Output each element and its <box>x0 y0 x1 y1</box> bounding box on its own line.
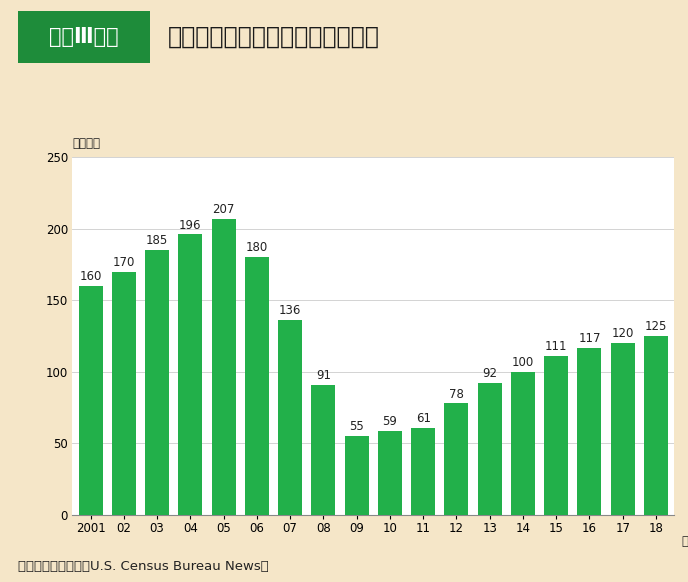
Text: 92: 92 <box>482 367 497 381</box>
Text: 資料Ⅲ－４: 資料Ⅲ－４ <box>49 27 119 47</box>
Text: 160: 160 <box>79 270 102 283</box>
Bar <box>544 356 568 515</box>
Bar <box>212 219 235 515</box>
Bar <box>444 403 469 515</box>
Bar <box>378 431 402 515</box>
Text: 61: 61 <box>416 412 431 425</box>
Text: 117: 117 <box>578 332 601 345</box>
Text: 米国における住宅着工戸数の推移: 米国における住宅着工戸数の推移 <box>168 25 380 49</box>
Text: 111: 111 <box>545 340 568 353</box>
Text: 180: 180 <box>246 242 268 254</box>
Bar <box>345 436 369 515</box>
Text: 78: 78 <box>449 388 464 400</box>
Bar <box>178 235 202 515</box>
Text: 170: 170 <box>113 256 135 269</box>
Bar <box>511 372 535 515</box>
FancyBboxPatch shape <box>18 11 150 63</box>
Text: （年）: （年） <box>681 534 688 548</box>
Bar <box>644 336 668 515</box>
Text: 196: 196 <box>179 219 202 232</box>
Bar <box>411 428 435 515</box>
Bar <box>577 347 601 515</box>
Text: 136: 136 <box>279 304 301 318</box>
Text: 185: 185 <box>146 235 168 247</box>
Text: 91: 91 <box>316 369 331 382</box>
Text: 59: 59 <box>383 415 397 428</box>
Bar <box>245 257 269 515</box>
Text: （万戸）: （万戸） <box>72 137 100 150</box>
Bar <box>477 384 502 515</box>
Text: 100: 100 <box>512 356 534 369</box>
Bar <box>145 250 169 515</box>
Bar <box>78 286 103 515</box>
Text: 55: 55 <box>350 420 364 434</box>
Bar <box>278 320 302 515</box>
Text: 資料：米国商務省『U.S. Census Bureau News』: 資料：米国商務省『U.S. Census Bureau News』 <box>18 560 269 573</box>
Text: 207: 207 <box>213 203 235 216</box>
Text: 125: 125 <box>645 320 667 333</box>
Text: 120: 120 <box>612 328 634 340</box>
Bar <box>112 272 136 515</box>
Bar <box>611 343 634 515</box>
Bar <box>312 385 335 515</box>
